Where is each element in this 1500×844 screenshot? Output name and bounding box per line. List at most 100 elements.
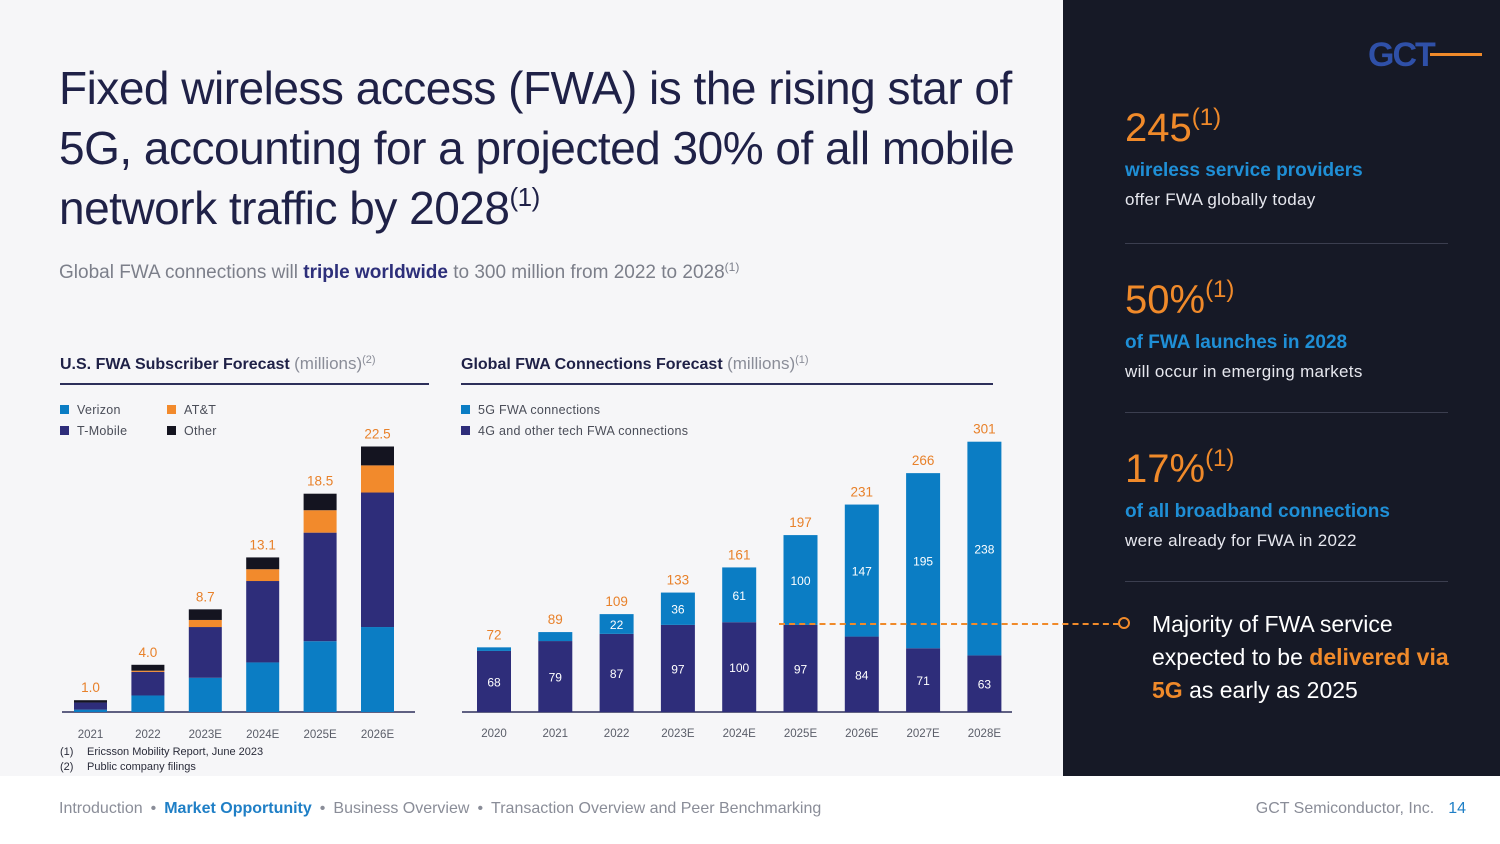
charts-canvas: 1.0 2021 4.0 2022 8.7 2023E 13.1 2024E 18.5 2025E… xyxy=(62,422,1012,741)
us-bar-att-2022 xyxy=(131,670,165,672)
global-4g-value-label: 71 xyxy=(916,674,930,688)
nav-transaction-overview[interactable]: Transaction Overview and Peer Benchmarki… xyxy=(491,800,822,817)
global-bar-4g-2025E xyxy=(783,624,818,712)
global-4g-value-label: 97 xyxy=(794,662,808,676)
global-total-label: 197 xyxy=(789,515,812,530)
footer: Introduction • Market Opportunity • Business… xyxy=(0,776,1500,844)
legend-verizon: Verizon xyxy=(60,403,121,417)
global-5g-value-label: 147 xyxy=(852,565,872,579)
stats-sidebar xyxy=(1063,0,1500,776)
us-bar-att-2023E xyxy=(188,619,222,628)
global-bar-5g-2022 xyxy=(599,614,634,634)
global-bar-4g-2028E xyxy=(967,655,1002,712)
global-category-label: 2025E xyxy=(784,728,818,740)
us-bar-tmobile-2025E xyxy=(303,532,337,642)
us-bar-tmobile-2026E xyxy=(361,492,394,628)
global-total-label: 161 xyxy=(728,547,751,562)
us-bar-verizon-2025E xyxy=(303,641,337,712)
us-bar-tmobile-2022 xyxy=(131,671,165,696)
global-total-label: 231 xyxy=(851,485,874,500)
callout-dot xyxy=(1118,617,1130,629)
page-subtitle: Global FWA connections will triple world… xyxy=(59,260,740,283)
stat-divider xyxy=(1125,412,1448,413)
global-bar-4g-2027E xyxy=(906,648,941,712)
global-chart-rule xyxy=(461,383,993,385)
global-bar-5g-2024E xyxy=(722,567,757,623)
global-total-label: 109 xyxy=(605,594,628,609)
us-bar-verizon-2022 xyxy=(131,695,165,712)
us-bar-other-2026E xyxy=(361,446,394,466)
us-chart-title: U.S. FWA Subscriber Forecast (millions)(… xyxy=(60,354,376,373)
gct-logo: GCT xyxy=(1368,36,1482,72)
legend-4g: 4G and other tech FWA connections xyxy=(461,424,688,438)
us-total-label: 4.0 xyxy=(139,645,158,660)
global-category-label: 2020 xyxy=(481,728,507,740)
global-category-label: 2021 xyxy=(543,728,569,740)
company-name: GCT Semiconductor, Inc. xyxy=(1255,800,1435,817)
callout-leader-line xyxy=(779,623,1119,625)
global-category-label: 2028E xyxy=(968,728,1002,740)
stat-providers: 245(1) wireless service providers offer … xyxy=(1125,104,1363,210)
global-5g-value-label: 61 xyxy=(733,589,747,603)
title-footnote-ref: (1) xyxy=(509,182,540,212)
us-bar-att-2024E xyxy=(246,569,280,582)
us-bar-att-2025E xyxy=(303,510,337,533)
nav-business-overview[interactable]: Business Overview xyxy=(333,800,470,817)
legend-att: AT&T xyxy=(167,403,216,417)
us-category-label: 2022 xyxy=(135,729,161,741)
footnotes: (1) Ericsson Mobility Report, June 2023 (… xyxy=(60,745,263,775)
us-total-label: 18.5 xyxy=(307,474,333,489)
legend-tmobile: T-Mobile xyxy=(60,424,127,438)
global-bar-5g-2025E xyxy=(783,535,818,625)
global-category-label: 2027E xyxy=(906,728,940,740)
global-bar-5g-2027E xyxy=(906,473,941,649)
us-bar-verizon-2026E xyxy=(361,627,394,712)
global-5g-value-label: 22 xyxy=(610,618,624,632)
nav-introduction[interactable]: Introduction xyxy=(59,800,143,817)
us-bar-other-2022 xyxy=(131,664,165,671)
us-bar-other-2024E xyxy=(246,557,280,570)
us-bar-tmobile-2021 xyxy=(74,702,107,710)
global-4g-value-label: 97 xyxy=(671,662,685,676)
us-chart-rule xyxy=(60,383,429,385)
global-4g-value-label: 68 xyxy=(487,675,501,689)
us-total-label: 8.7 xyxy=(196,589,215,604)
global-bar-5g-2028E xyxy=(967,441,1002,656)
global-total-label: 133 xyxy=(667,573,690,588)
us-total-label: 1.0 xyxy=(81,680,100,695)
us-category-label: 2026E xyxy=(361,729,395,741)
footer-right: GCT Semiconductor, Inc. 14 xyxy=(1256,800,1466,818)
us-bar-other-2025E xyxy=(303,493,337,511)
global-5g-value-label: 100 xyxy=(790,574,810,588)
legend-5g: 5G FWA connections xyxy=(461,403,600,417)
global-bar-4g-2023E xyxy=(660,624,695,712)
global-category-label: 2026E xyxy=(845,728,879,740)
legend-other: Other xyxy=(167,424,217,438)
global-category-label: 2023E xyxy=(661,728,695,740)
global-bar-5g-2020 xyxy=(477,647,511,651)
us-category-label: 2024E xyxy=(246,729,280,741)
subtitle-highlight: triple worldwide xyxy=(303,262,448,283)
global-5g-value-label: 36 xyxy=(671,603,685,617)
global-bar-5g-2026E xyxy=(844,504,879,637)
global-5g-value-label: 195 xyxy=(913,555,933,569)
us-bar-verizon-2024E xyxy=(246,662,280,712)
footer-nav: Introduction • Market Opportunity • Business… xyxy=(59,800,822,817)
nav-market-opportunity[interactable]: Market Opportunity xyxy=(164,800,312,817)
page-number: 14 xyxy=(1448,800,1466,817)
footnote-1: (1) Ericsson Mobility Report, June 2023 xyxy=(60,746,264,758)
us-bar-att-2026E xyxy=(361,465,394,493)
global-bar-4g-2022 xyxy=(599,633,634,712)
global-bar-4g-2026E xyxy=(844,636,879,712)
us-category-label: 2023E xyxy=(189,729,223,741)
global-4g-value-label: 87 xyxy=(610,667,624,681)
global-5g-value-label: 238 xyxy=(974,543,994,557)
us-bar-tmobile-2023E xyxy=(188,627,222,678)
global-4g-value-label: 84 xyxy=(855,668,869,682)
stat-broadband: 17%(1) of all broadband connections were… xyxy=(1125,445,1390,551)
page-title: Fixed wireless access (FWA) is the risin… xyxy=(59,62,1015,234)
global-bar-5g-2023E xyxy=(660,592,695,625)
us-bar-verizon-2021 xyxy=(74,709,107,712)
stat-divider xyxy=(1125,581,1448,582)
global-total-label: 266 xyxy=(912,453,935,468)
